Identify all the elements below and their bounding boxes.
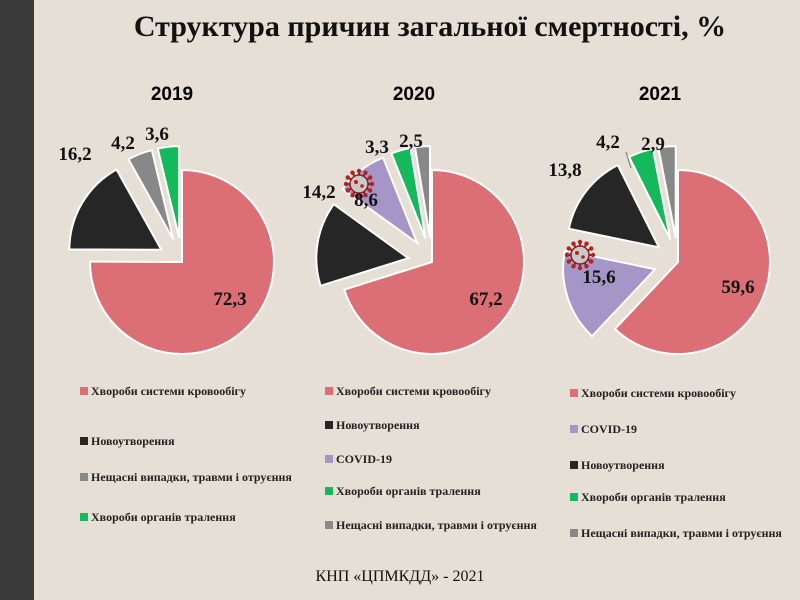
legend-swatch	[80, 437, 88, 445]
legend-label: COVID-19	[336, 452, 392, 466]
legend-label: COVID-19	[581, 422, 637, 436]
legend-item: Хвороби системи кровообігу	[325, 383, 540, 399]
legend-item: COVID-19	[570, 421, 785, 437]
legend-swatch	[80, 513, 88, 521]
slide-title: Структура причин загальної смертності, %	[133, 10, 727, 43]
pie-2020: 67,2 14,2 8,6 3,3 2,5	[302, 131, 525, 355]
legend-item: Нещасні випадки, травми і отруєння	[570, 525, 785, 541]
data-label: 14,2	[302, 182, 335, 203]
legend-swatch	[325, 455, 333, 463]
pie-slice	[127, 148, 175, 241]
legend-swatch	[570, 529, 578, 537]
pie-slice	[390, 146, 427, 240]
legend-label: Хвороби органів тралення	[336, 484, 481, 498]
legend-item: Новоутворення	[80, 433, 295, 449]
legend-label: Нещасні випадки, травми і отруєння	[91, 470, 292, 484]
data-label: 2,5	[399, 131, 423, 152]
pie-2021: 59,6 15,6 13,8 4,2 2,9	[548, 132, 771, 355]
legend-swatch	[325, 387, 333, 395]
pie-slice	[627, 147, 672, 240]
pie-slice	[413, 145, 432, 239]
pie-slice	[315, 202, 411, 288]
pie-2019: 72,3 16,2 4,2 3,6	[58, 124, 275, 355]
legend-swatch	[325, 421, 333, 429]
data-label: 3,3	[365, 137, 389, 158]
pie-slice	[68, 168, 164, 251]
legend-swatch	[80, 387, 88, 395]
leader-line	[625, 151, 632, 169]
legend-item: Хвороби системи кровообігу	[80, 383, 295, 399]
covid-virus-icon	[564, 239, 596, 271]
covid-virus-icon	[343, 168, 375, 200]
legend-item: Хвороби органів тралення	[570, 489, 785, 505]
pie-slice	[342, 168, 525, 355]
footer-organization: КНП «ЦПМКДД» - 2021	[315, 568, 485, 585]
data-label: 13,8	[548, 160, 581, 181]
data-label: 4,2	[596, 132, 620, 153]
data-label: 3,6	[145, 124, 169, 145]
legend-item: Нещасні випадки, травми і отруєння	[80, 469, 295, 485]
legend-swatch	[570, 425, 578, 433]
data-label: 67,2	[469, 289, 502, 310]
pie-slice	[89, 168, 275, 355]
legend-item: Новоутворення	[325, 417, 540, 433]
data-label: 59,6	[721, 277, 754, 298]
legend-label: Нещасні випадки, травми і отруєння	[581, 526, 782, 540]
legend-label: Хвороби системи кровообігу	[91, 384, 246, 398]
pie-slice	[562, 249, 658, 338]
legend-item: Нещасні випадки, травми і отруєння	[325, 517, 540, 533]
legend-label: Новоутворення	[91, 434, 175, 448]
legend-label: Новоутворення	[336, 418, 420, 432]
left-accent-bar	[0, 0, 34, 600]
data-label: 72,3	[213, 289, 246, 310]
legend-swatch	[325, 487, 333, 495]
data-label: 2,9	[641, 134, 665, 155]
data-label: 4,2	[111, 133, 135, 154]
legend-label: Хвороби системи кровообігу	[581, 386, 736, 400]
legend-item: Хвороби органів тралення	[80, 509, 295, 525]
legend-label: Хвороби органів тралення	[581, 490, 726, 504]
legend-item: Хвороби органів тралення	[325, 483, 540, 499]
legend-item: Новоутворення	[570, 457, 785, 473]
legend-label: Нещасні випадки, травми і отруєння	[336, 518, 537, 532]
legend-label: Хвороби системи кровообігу	[336, 384, 491, 398]
data-label: 16,2	[58, 144, 91, 165]
legend-label: Новоутворення	[581, 458, 665, 472]
legend-item: COVID-19	[325, 451, 540, 467]
legend-item: Хвороби системи кровообігу	[570, 385, 785, 401]
data-label: 15,6	[582, 267, 615, 288]
legend-label: Хвороби органів тралення	[91, 510, 236, 524]
pie-slice	[156, 145, 181, 239]
legend-swatch	[570, 389, 578, 397]
legend-swatch	[80, 473, 88, 481]
year-2021-label: 2021	[638, 84, 682, 105]
pie-slice	[567, 163, 661, 249]
year-2019-label: 2019	[150, 84, 194, 105]
pie-slice	[613, 168, 771, 355]
legend-swatch	[570, 461, 578, 469]
legend-swatch	[325, 521, 333, 529]
pie-slice	[657, 145, 677, 239]
data-label: 8,6	[354, 190, 378, 211]
legend-swatch	[570, 493, 578, 501]
year-2020-label: 2020	[392, 84, 436, 105]
